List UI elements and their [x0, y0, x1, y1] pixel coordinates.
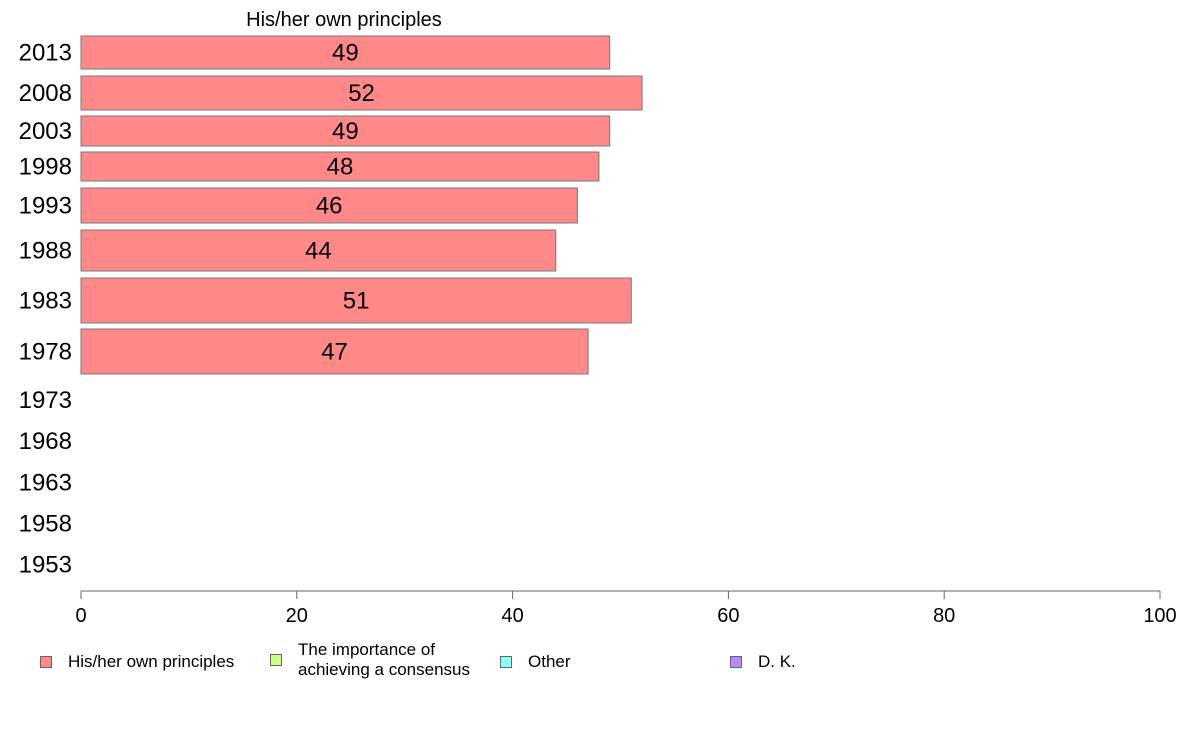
- bar-value-label: 49: [332, 40, 359, 67]
- x-tick-label: 60: [717, 605, 739, 627]
- x-tick-label: 100: [1143, 605, 1176, 627]
- x-tick-label: 0: [75, 605, 86, 627]
- legend-label-consensus: The importance of achieving a consensus: [298, 640, 470, 680]
- x-tick-label: 40: [501, 605, 523, 627]
- y-tick-label: 1998: [19, 154, 72, 181]
- bar-value-label: 51: [343, 288, 370, 315]
- x-tick-label: 80: [933, 605, 955, 627]
- y-tick-label: 2003: [19, 118, 72, 145]
- y-tick-label: 1963: [19, 470, 72, 497]
- legend-label-consensus-line1: The importance of: [298, 640, 436, 659]
- legend: His/her own principles The importance of…: [0, 640, 1188, 690]
- x-tick-label: 20: [286, 605, 308, 627]
- bar: [80, 328, 589, 375]
- y-tick-label: 1973: [19, 387, 72, 414]
- chart: His/her own principles 2013 2008 2003 1998 1…: [19, 9, 1177, 627]
- bar: [80, 115, 611, 147]
- legend-swatch-dk: [730, 656, 742, 668]
- bar-value-label: 49: [332, 118, 359, 145]
- y-tick-label: 1958: [19, 511, 72, 538]
- legend-item-consensus: The importance of achieving a consensus: [270, 640, 470, 680]
- y-tick-label: 1983: [19, 288, 72, 315]
- bar-value-label: 52: [348, 80, 375, 107]
- legend-label-consensus-line2: achieving a consensus: [298, 660, 471, 679]
- y-tick-label: 1953: [19, 552, 72, 579]
- y-tick-label: 1968: [19, 428, 72, 455]
- bar-value-label: 48: [327, 154, 354, 181]
- y-tick-label: 1988: [19, 238, 72, 265]
- legend-item-dk: D. K.: [730, 652, 796, 672]
- bar: [80, 187, 578, 224]
- legend-label-other: Other: [528, 652, 571, 671]
- bar: [80, 229, 557, 272]
- chart-title: His/her own principles: [246, 9, 442, 31]
- bar-value-label: 44: [305, 238, 332, 265]
- bar: [80, 151, 600, 182]
- y-tick-label: 2013: [19, 40, 72, 67]
- y-tick-label: 1978: [19, 339, 72, 366]
- legend-item-principles: His/her own principles: [40, 652, 234, 672]
- bar: [80, 75, 643, 111]
- bar: [80, 35, 611, 70]
- bar-value-label: 46: [316, 193, 343, 220]
- y-tick-label: 2008: [19, 80, 72, 107]
- legend-label-principles: His/her own principles: [68, 652, 235, 671]
- bar: [80, 277, 632, 324]
- bar-value-label: 47: [321, 339, 348, 366]
- legend-swatch-consensus: [270, 654, 282, 666]
- legend-label-dk: D. K.: [758, 652, 796, 671]
- legend-swatch-principles: [40, 656, 52, 668]
- y-tick-label: 1993: [19, 193, 72, 220]
- legend-item-other: Other: [500, 652, 571, 672]
- legend-swatch-other: [500, 656, 512, 668]
